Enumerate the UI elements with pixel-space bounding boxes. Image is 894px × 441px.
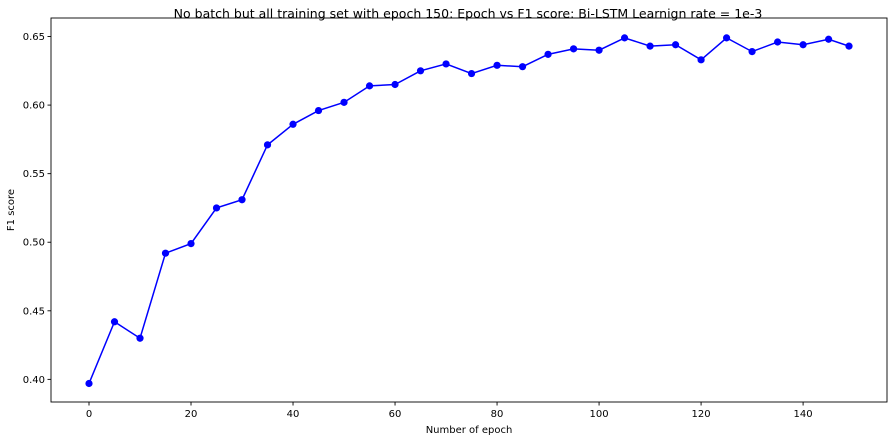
data-point (340, 98, 348, 106)
data-point (442, 60, 450, 68)
data-point (416, 67, 425, 75)
y-tick-label: 0.60 (23, 101, 45, 112)
data-point (748, 48, 756, 56)
x-tick-label: 100 (590, 409, 609, 420)
data-point (212, 204, 221, 212)
plot-area (50, 17, 888, 403)
x-tick-label: 20 (185, 409, 198, 420)
y-tick-label: 0.45 (23, 306, 45, 317)
data-point (391, 80, 399, 89)
x-tick-label: 120 (692, 409, 711, 420)
data-point (85, 379, 93, 388)
data-point (365, 82, 374, 90)
data-point (773, 38, 782, 46)
data-point (493, 61, 501, 69)
y-tick-label: 0.40 (23, 375, 45, 386)
x-tick-label: 60 (389, 409, 402, 420)
x-axis: 0 20 40 60 80 100 120 140 (86, 402, 813, 420)
series-line (88, 36, 850, 384)
data-point (824, 35, 833, 43)
data-point (569, 45, 578, 53)
plot-frame (50, 17, 888, 403)
y-axis: 0.40 0.45 0.50 0.55 0.60 0.65 (23, 32, 51, 386)
data-point (518, 63, 527, 71)
y-tick-label: 0.50 (23, 238, 45, 249)
y-axis-label: F1 score (6, 189, 17, 231)
data-point (467, 69, 476, 78)
data-point (110, 318, 119, 326)
data-point (595, 46, 603, 54)
data-point (136, 334, 144, 342)
data-point (646, 42, 654, 50)
data-point (671, 41, 680, 49)
x-tick-label: 140 (794, 409, 813, 420)
y-tick-label: 0.55 (23, 169, 45, 180)
data-point (722, 34, 731, 42)
data-points (85, 34, 853, 388)
x-tick-label: 0 (86, 409, 92, 420)
data-point (263, 141, 272, 149)
data-point (314, 106, 323, 115)
x-tick-label: 80 (491, 409, 504, 420)
data-point (161, 249, 170, 257)
data-point (697, 56, 705, 64)
data-point (289, 120, 297, 128)
x-tick-label: 40 (287, 409, 300, 420)
data-point (799, 41, 807, 49)
data-point (238, 196, 246, 204)
data-point (620, 34, 629, 42)
data-point (845, 42, 853, 50)
data-point (187, 240, 195, 248)
chart-title: No batch but all training set with epoch… (174, 6, 763, 21)
data-point (544, 50, 552, 58)
x-axis-label: Number of epoch (426, 425, 513, 436)
y-tick-label: 0.65 (23, 32, 45, 43)
